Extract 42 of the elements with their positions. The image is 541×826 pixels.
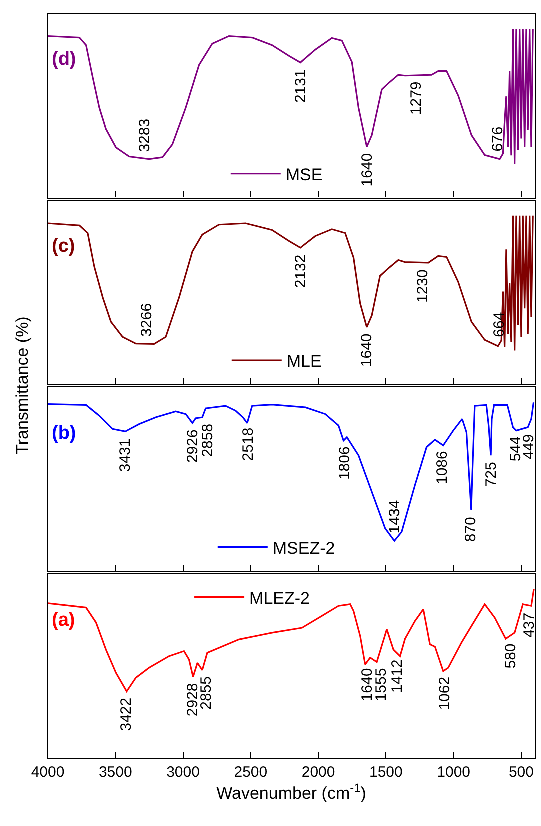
- annotation: 1806: [336, 446, 354, 480]
- x-tick-label: 4000: [31, 764, 65, 782]
- annotation: 437: [521, 612, 538, 638]
- annotation: 1640: [358, 334, 376, 368]
- annotation: 1230: [414, 270, 432, 304]
- y-axis-title: Transmittance (%): [12, 316, 32, 455]
- annotation: (b): [52, 423, 76, 444]
- annotation: 2926: [184, 430, 202, 464]
- annotation: 1412: [389, 660, 406, 694]
- annotation: 2518: [240, 428, 257, 462]
- annotation: (a): [52, 610, 76, 631]
- legend-label: MSE: [286, 165, 323, 184]
- annotation: 3283: [136, 118, 154, 152]
- annotation: 1062: [436, 676, 454, 710]
- x-tick-label: 3000: [166, 764, 200, 782]
- x-tick-label: 500: [508, 764, 534, 782]
- x-tick-label: 2000: [302, 764, 336, 782]
- annotation: 1086: [434, 451, 451, 485]
- annotation: (c): [52, 236, 76, 257]
- annotation: 1640: [358, 153, 376, 187]
- annotation: 3422: [118, 698, 136, 732]
- annotation: 664: [491, 312, 508, 338]
- annotation: 870: [462, 517, 480, 542]
- annotation: (d): [52, 49, 76, 70]
- legend-label: MLEZ-2: [250, 588, 310, 608]
- annotation: 725: [482, 462, 500, 488]
- annotation: 580: [502, 644, 520, 669]
- x-tick-label: 1500: [370, 764, 403, 782]
- annotation: 3431: [116, 438, 134, 472]
- x-tick-label: 3500: [98, 764, 132, 782]
- x-tick-label: 2500: [234, 764, 268, 782]
- annotation: 1279: [408, 82, 426, 116]
- annotation: 1434: [386, 500, 404, 534]
- annotation: 2858: [199, 424, 216, 458]
- annotation: 3266: [138, 303, 156, 337]
- annotation: 676: [490, 126, 507, 152]
- x-tick-label: 1000: [437, 764, 471, 782]
- x-axis-title: Wavenumber (cm$^{-1}$): [216, 781, 366, 804]
- annotation: 2132: [292, 254, 310, 288]
- annotation: 2131: [292, 70, 310, 104]
- legend-label: MSEZ-2: [272, 538, 336, 558]
- legend-label: MLE: [286, 352, 322, 372]
